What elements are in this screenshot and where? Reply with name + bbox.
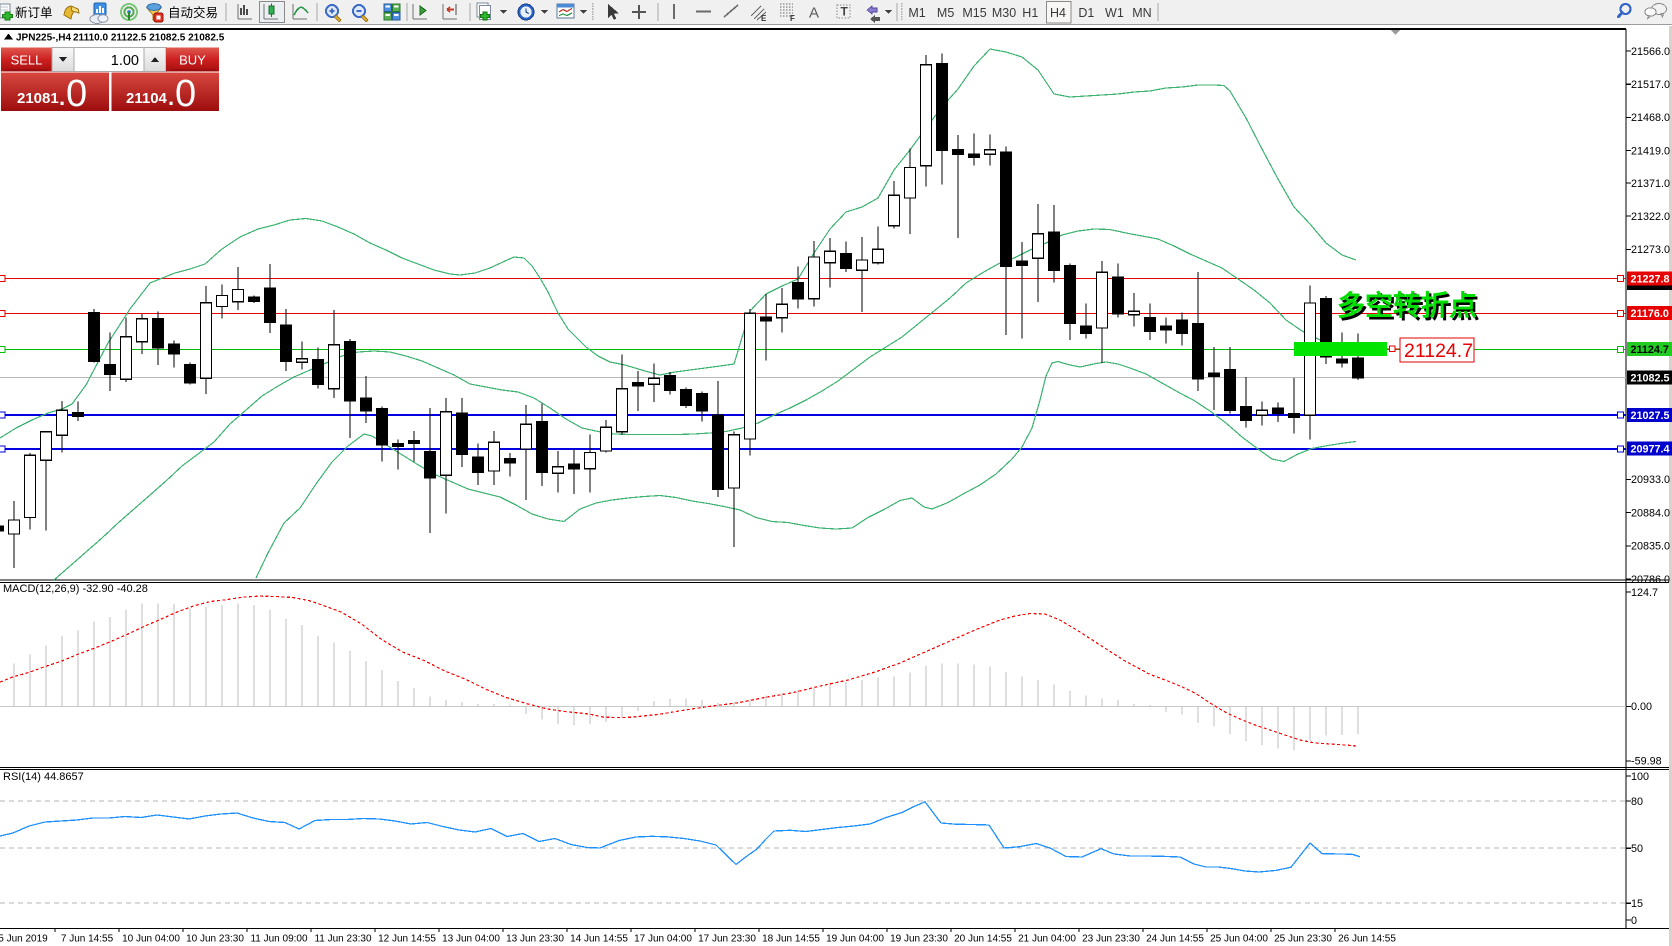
svg-text:10 Jun 04:00: 10 Jun 04:00 [122,934,180,945]
svg-text:14 Jun 14:55: 14 Jun 14:55 [570,934,628,945]
svg-text:M5: M5 [937,6,954,20]
svg-text:H4: H4 [1050,6,1066,20]
svg-text:E: E [761,14,767,23]
svg-text:0: 0 [66,73,87,115]
svg-text:H1: H1 [1022,6,1038,20]
svg-text:13 Jun 23:30: 13 Jun 23:30 [506,934,564,945]
svg-text:25 Jun 23:30: 25 Jun 23:30 [1274,934,1332,945]
svg-text:5 Jun 2019: 5 Jun 2019 [0,934,48,945]
svg-text:BUY: BUY [179,53,206,68]
svg-text:21124.7: 21124.7 [1404,340,1473,362]
svg-text:20 Jun 14:55: 20 Jun 14:55 [954,934,1012,945]
svg-text:21419.0: 21419.0 [1631,145,1670,157]
svg-text:19 Jun 04:00: 19 Jun 04:00 [826,934,884,945]
svg-text:D1: D1 [1078,6,1094,20]
svg-text:100: 100 [1631,771,1649,783]
svg-text:21027.5: 21027.5 [1631,410,1670,422]
svg-text:A: A [809,5,819,22]
svg-text:20933.0: 20933.0 [1631,474,1670,486]
svg-text:20977.4: 20977.4 [1631,444,1670,456]
svg-text:M30: M30 [992,6,1016,20]
svg-text:25 Jun 04:00: 25 Jun 04:00 [1210,934,1268,945]
svg-text:-59.98: -59.98 [1631,755,1662,767]
svg-text:11 Jun 23:30: 11 Jun 23:30 [314,934,372,945]
svg-text:21124.7: 21124.7 [1631,344,1669,356]
svg-text:自动交易: 自动交易 [168,5,218,20]
svg-text:24 Jun 14:55: 24 Jun 14:55 [1146,934,1204,945]
svg-text:17 Jun 04:00: 17 Jun 04:00 [634,934,692,945]
svg-text:21104: 21104 [126,90,168,107]
svg-text:20786.0: 20786.0 [1631,574,1670,586]
svg-text:18 Jun 14:55: 18 Jun 14:55 [762,934,820,945]
svg-text:50: 50 [1631,843,1643,855]
svg-text:21 Jun 04:00: 21 Jun 04:00 [1018,934,1076,945]
svg-text:M1: M1 [908,6,925,20]
svg-text:.: . [59,85,65,110]
svg-text:10 Jun 23:30: 10 Jun 23:30 [186,934,244,945]
svg-text:F: F [790,14,795,23]
svg-text:20884.0: 20884.0 [1631,507,1670,519]
svg-text:MACD(12,26,9) -32.90 -40.28: MACD(12,26,9) -32.90 -40.28 [3,583,148,595]
svg-text:21322.0: 21322.0 [1631,211,1670,223]
svg-text:T: T [841,5,849,19]
svg-text:15: 15 [1631,898,1643,910]
svg-text:0: 0 [175,73,196,115]
svg-text:21110.0 21122.5 21082.5 21082.: 21110.0 21122.5 21082.5 21082.5 [73,33,225,44]
svg-text:21082.5: 21082.5 [1631,373,1670,385]
svg-text:多空转折点: 多空转折点 [1337,289,1477,321]
svg-text:11 Jun 09:00: 11 Jun 09:00 [250,934,308,945]
svg-text:12 Jun 14:55: 12 Jun 14:55 [378,934,436,945]
svg-text:W1: W1 [1105,6,1124,20]
svg-text:新订单: 新订单 [15,5,53,20]
svg-text:23 Jun 23:30: 23 Jun 23:30 [1082,934,1140,945]
svg-text:21081: 21081 [17,90,59,107]
svg-text:21227.8: 21227.8 [1631,274,1670,286]
svg-text:多空转折点: 多空转折点 [1340,292,1480,324]
svg-text:80: 80 [1631,796,1643,808]
svg-text:MN: MN [1132,6,1151,20]
svg-text:0.00: 0.00 [1631,701,1652,713]
svg-text:7 Jun 14:55: 7 Jun 14:55 [61,934,114,945]
svg-text:21371.0: 21371.0 [1631,178,1670,190]
svg-text:21468.0: 21468.0 [1631,112,1670,124]
svg-text:SELL: SELL [11,53,43,68]
svg-text:21273.0: 21273.0 [1631,244,1670,256]
svg-text:19 Jun 23:30: 19 Jun 23:30 [890,934,948,945]
svg-text:124.7: 124.7 [1631,587,1658,599]
svg-text:0: 0 [1631,915,1637,927]
svg-text:JPN225-,H4: JPN225-,H4 [16,33,71,44]
svg-text:.: . [168,85,174,110]
svg-text:21517.0: 21517.0 [1631,79,1670,91]
svg-text:21566.0: 21566.0 [1631,46,1670,58]
svg-text:26 Jun 14:55: 26 Jun 14:55 [1338,934,1396,945]
svg-text:RSI(14) 44.8657: RSI(14) 44.8657 [3,771,84,783]
svg-text:13 Jun 04:00: 13 Jun 04:00 [442,934,500,945]
svg-text:M15: M15 [962,6,986,20]
svg-text:21176.0: 21176.0 [1631,308,1669,320]
svg-text:1.00: 1.00 [111,53,139,69]
svg-text:20835.0: 20835.0 [1631,541,1670,553]
svg-text:17 Jun 23:30: 17 Jun 23:30 [698,934,756,945]
